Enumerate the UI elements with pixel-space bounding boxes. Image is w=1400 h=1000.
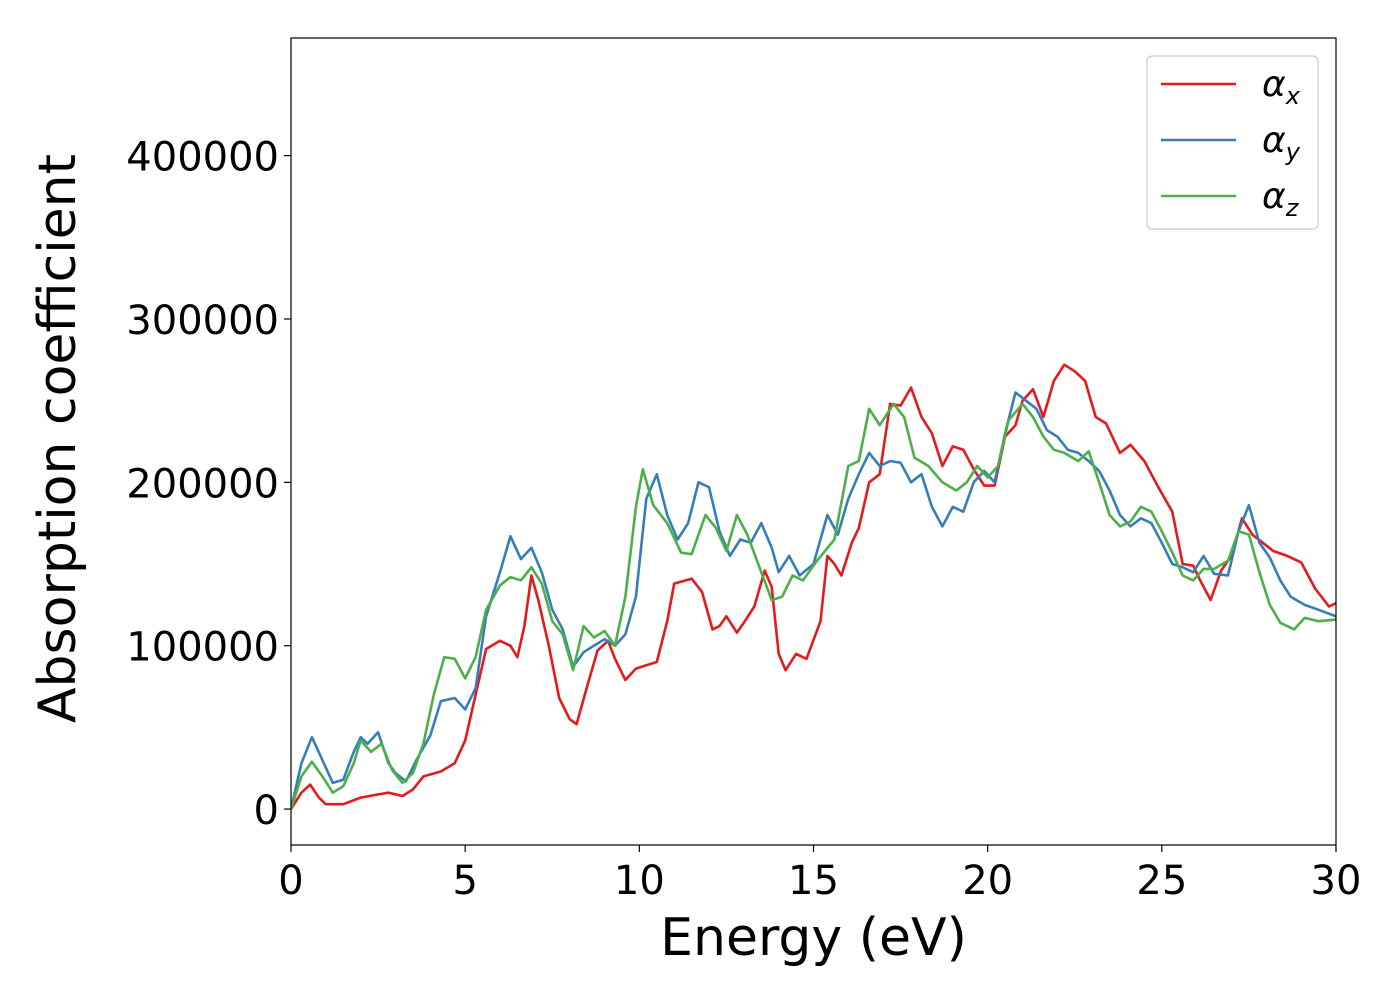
x-tick-label: 20 [962, 858, 1013, 904]
x-tick-label: 15 [788, 858, 839, 904]
legend: αx αy αz [1146, 55, 1319, 230]
series-layer [291, 363, 1336, 810]
y-tick-label: 300000 [126, 298, 279, 344]
y-tick-label: 200000 [126, 461, 279, 507]
x-tick-label: 10 [614, 858, 665, 904]
legend-label-x: αx [1262, 64, 1301, 110]
y-tick-label: 100000 [126, 625, 279, 671]
x-tick-label: 0 [278, 858, 303, 904]
series-line-z [291, 402, 1336, 810]
x-tick-label: 5 [452, 858, 477, 904]
x-tick-label: 30 [1311, 858, 1362, 904]
legend-label-z: αz [1262, 176, 1300, 222]
legend-label-y: αy [1262, 120, 1301, 166]
y-tick-label: 0 [254, 788, 279, 834]
series-line-y [291, 391, 1336, 810]
legend-box [1146, 55, 1319, 230]
x-tick-label: 25 [1136, 858, 1187, 904]
y-axis-ticks: 0 100000 200000 300000 400000 [126, 135, 291, 834]
series-line-x [291, 363, 1336, 810]
y-axis-label: Absorption coefficient [28, 154, 88, 723]
y-tick-label: 400000 [126, 135, 279, 181]
x-axis-label: Energy (eV) [660, 908, 967, 968]
x-axis-ticks: 0 5 10 15 20 25 30 [278, 845, 1361, 904]
